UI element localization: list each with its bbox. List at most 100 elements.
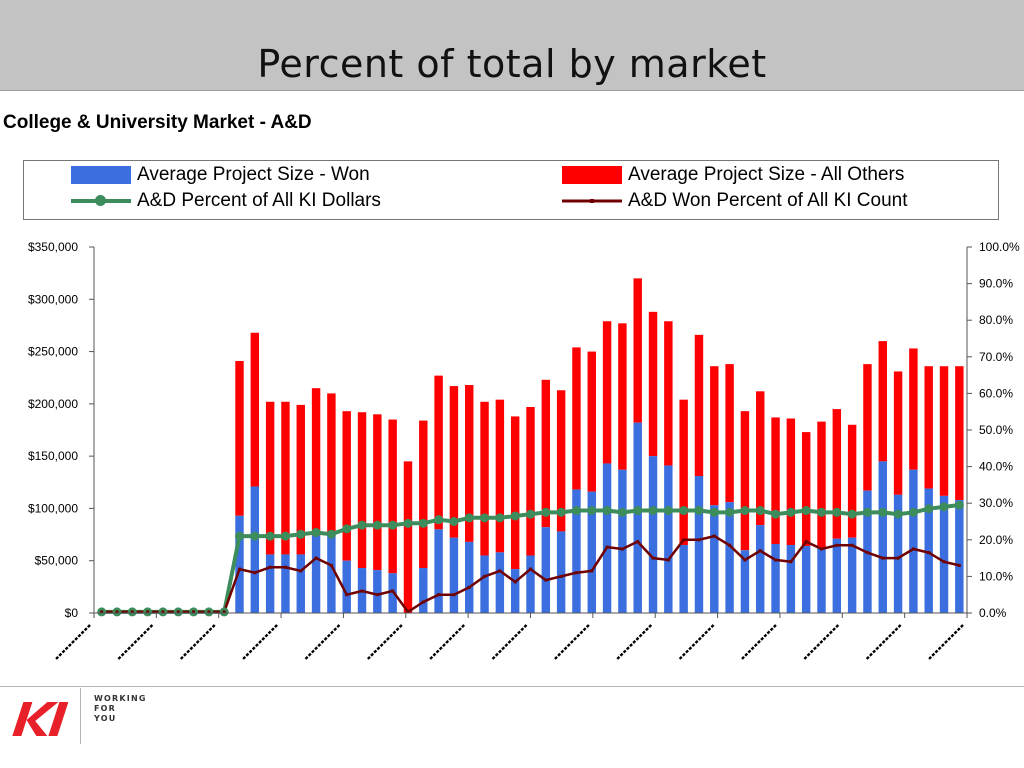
point-count-percent	[100, 610, 104, 614]
x-tick-label	[865, 624, 902, 660]
bar-won	[465, 541, 474, 613]
point-count-percent	[529, 567, 532, 571]
bar-all-others	[863, 364, 872, 491]
point-dollars-percent	[709, 507, 719, 517]
point-dollars-percent	[893, 509, 903, 519]
point-count-percent	[574, 571, 578, 575]
x-tick-label-mark	[55, 624, 91, 660]
point-count-percent	[850, 543, 854, 547]
tagline-line-2: FOR	[94, 704, 117, 713]
point-count-percent	[161, 610, 165, 614]
point-dollars-percent	[801, 506, 811, 516]
y-right-tick-label: 0.0%	[979, 606, 1007, 620]
x-tick-label	[554, 624, 590, 660]
legend-swatch-all-others	[562, 166, 622, 184]
x-tick-label-mark	[803, 624, 840, 660]
y-left-tick-label: $0	[65, 606, 79, 620]
bar-won	[955, 500, 964, 613]
bar-all-others	[648, 311, 658, 457]
point-dollars-percent	[648, 506, 658, 516]
x-tick-label	[928, 624, 964, 660]
point-count-percent	[804, 540, 808, 544]
point-count-percent	[620, 547, 624, 551]
point-count-percent	[743, 558, 747, 562]
bar-won	[817, 548, 826, 613]
bar-all-others	[878, 341, 887, 462]
point-count-percent	[207, 610, 211, 614]
y-right-tick-label: 30.0%	[979, 496, 1013, 510]
bar-won	[602, 463, 612, 613]
legend-swatch-count-percent	[562, 192, 622, 210]
y-left-tick-label: $150,000	[28, 449, 78, 463]
point-count-percent	[820, 547, 823, 551]
x-tick-label	[304, 624, 341, 660]
point-count-percent	[728, 543, 732, 547]
point-dollars-percent	[679, 506, 689, 516]
bar-won	[832, 538, 842, 613]
bar-all-others	[495, 399, 505, 553]
point-count-percent	[253, 571, 257, 575]
bar-won	[449, 537, 459, 613]
bar-all-others	[771, 417, 780, 544]
bar-won	[679, 545, 688, 613]
point-dollars-percent	[357, 520, 367, 530]
bar-won	[342, 560, 351, 613]
point-dollars-percent	[541, 507, 551, 517]
bar-won	[311, 535, 321, 613]
point-count-percent	[712, 534, 716, 538]
bar-won	[924, 488, 933, 613]
point-dollars-percent	[526, 509, 535, 519]
point-dollars-percent	[296, 529, 306, 539]
bar-won	[909, 469, 918, 613]
legend-item-dollars-percent: A&D Percent of All KI Dollars	[71, 190, 381, 212]
bar-all-others	[602, 321, 612, 464]
tagline-line-1: WORKING	[94, 694, 147, 703]
bar-all-others	[664, 321, 673, 466]
point-count-percent	[605, 545, 609, 549]
point-dollars-percent	[694, 506, 704, 516]
bar-all-others	[679, 399, 688, 546]
x-tick-label-mark	[554, 624, 590, 660]
x-tick-label-mark	[741, 624, 777, 660]
point-dollars-percent	[954, 500, 964, 510]
bar-won	[235, 515, 244, 613]
bar-all-others	[311, 388, 321, 536]
point-count-percent	[927, 551, 931, 555]
bar-all-others	[265, 401, 275, 555]
bar-won	[587, 491, 596, 613]
bar-all-others	[342, 411, 351, 561]
point-dollars-percent	[342, 524, 352, 534]
y-right-tick-label: 10.0%	[979, 569, 1013, 583]
point-count-percent	[835, 543, 839, 547]
point-count-percent	[406, 610, 410, 614]
bar-all-others	[572, 347, 581, 490]
bar-won	[740, 550, 750, 613]
point-count-percent	[544, 578, 548, 582]
bar-won	[495, 552, 505, 613]
slide-title: Percent of total by market	[257, 42, 767, 86]
point-count-percent	[758, 549, 762, 553]
bar-all-others	[419, 420, 428, 569]
y-left-tick-label: $250,000	[28, 345, 78, 359]
bar-won	[296, 554, 305, 613]
bar-won	[281, 554, 290, 613]
point-dollars-percent	[449, 517, 459, 526]
point-count-percent	[881, 556, 885, 560]
point-dollars-percent	[602, 506, 612, 516]
bar-won	[373, 570, 382, 613]
point-dollars-percent	[495, 513, 505, 523]
footer-divider-line	[0, 686, 1024, 687]
x-tick-label-mark	[928, 624, 964, 660]
point-count-percent	[375, 593, 379, 597]
point-dollars-percent	[250, 531, 260, 541]
point-count-percent	[559, 574, 563, 578]
bar-won	[648, 456, 658, 613]
tagline-line-3: YOU	[94, 714, 117, 723]
point-count-percent	[268, 565, 272, 569]
legend-item-count-percent: A&D Won Percent of All KI Count	[562, 190, 908, 212]
point-dollars-percent	[311, 527, 321, 537]
y-right-tick-label: 70.0%	[979, 350, 1013, 364]
x-tick-label-mark	[242, 624, 278, 660]
bar-all-others	[373, 414, 382, 571]
legend-label-count-percent: A&D Won Percent of All KI Count	[628, 190, 908, 211]
